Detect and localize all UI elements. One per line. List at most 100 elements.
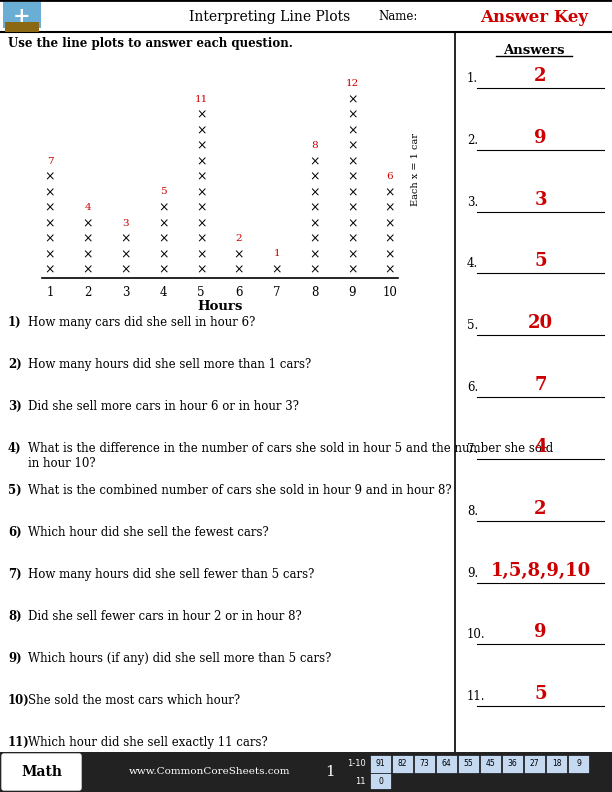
Text: 5: 5 bbox=[160, 188, 166, 196]
Text: ×: × bbox=[45, 248, 55, 261]
Text: ×: × bbox=[83, 217, 93, 230]
Text: 2: 2 bbox=[84, 286, 91, 299]
Text: 11: 11 bbox=[195, 94, 207, 104]
Text: ×: × bbox=[309, 233, 319, 246]
Text: ×: × bbox=[196, 233, 206, 246]
Text: ×: × bbox=[309, 248, 319, 261]
Text: 9: 9 bbox=[348, 286, 356, 299]
Text: 8: 8 bbox=[311, 141, 318, 150]
Text: ×: × bbox=[196, 248, 206, 261]
Text: How many cars did she sell in hour 6?: How many cars did she sell in hour 6? bbox=[28, 316, 255, 329]
Text: 2): 2) bbox=[8, 358, 22, 371]
Bar bbox=[370, 773, 391, 789]
Text: 10: 10 bbox=[382, 286, 397, 299]
Text: ×: × bbox=[196, 171, 206, 184]
Text: ×: × bbox=[385, 217, 395, 230]
Text: 64: 64 bbox=[442, 760, 452, 768]
Text: 0: 0 bbox=[378, 776, 383, 786]
Text: ×: × bbox=[309, 155, 319, 168]
Text: 3: 3 bbox=[122, 219, 129, 227]
Text: 8): 8) bbox=[8, 610, 21, 623]
Text: What is the difference in the number of cars she sold in hour 5 and the number s: What is the difference in the number of … bbox=[28, 442, 553, 470]
Text: ×: × bbox=[45, 233, 55, 246]
Text: Interpreting Line Plots: Interpreting Line Plots bbox=[189, 10, 351, 24]
Text: 6.: 6. bbox=[467, 381, 478, 394]
Text: Did she sell more cars in hour 6 or in hour 3?: Did she sell more cars in hour 6 or in h… bbox=[28, 400, 299, 413]
Bar bbox=[524, 755, 545, 773]
Bar bbox=[568, 755, 589, 773]
Text: ×: × bbox=[385, 248, 395, 261]
Text: ×: × bbox=[121, 233, 131, 246]
Text: 4: 4 bbox=[534, 438, 547, 456]
Text: 1): 1) bbox=[8, 316, 21, 329]
Text: 45: 45 bbox=[486, 760, 495, 768]
Text: ×: × bbox=[347, 124, 357, 137]
Text: 1: 1 bbox=[274, 249, 280, 258]
Bar bbox=[5, 22, 39, 32]
Text: 1.: 1. bbox=[467, 72, 478, 85]
Text: 7: 7 bbox=[273, 286, 280, 299]
Text: 5): 5) bbox=[8, 484, 21, 497]
Text: 1: 1 bbox=[47, 286, 54, 299]
FancyBboxPatch shape bbox=[2, 754, 81, 790]
Text: 2.: 2. bbox=[467, 134, 478, 147]
Text: 73: 73 bbox=[420, 760, 430, 768]
Text: 1: 1 bbox=[325, 765, 335, 779]
Text: 82: 82 bbox=[398, 760, 407, 768]
Text: ×: × bbox=[347, 202, 357, 215]
Text: Each x = 1 car: Each x = 1 car bbox=[411, 134, 419, 207]
Text: ×: × bbox=[45, 171, 55, 184]
Text: ×: × bbox=[347, 171, 357, 184]
Text: ×: × bbox=[234, 264, 244, 276]
Text: ×: × bbox=[121, 248, 131, 261]
Text: ×: × bbox=[196, 139, 206, 153]
Bar bbox=[392, 755, 413, 773]
Bar bbox=[0, 752, 612, 792]
Text: ×: × bbox=[45, 186, 55, 200]
Text: ×: × bbox=[347, 217, 357, 230]
Text: 9: 9 bbox=[534, 623, 547, 642]
Text: 11): 11) bbox=[8, 736, 30, 749]
Text: ×: × bbox=[309, 217, 319, 230]
Text: 3.: 3. bbox=[467, 196, 478, 208]
Text: ×: × bbox=[83, 264, 93, 276]
Text: Answers: Answers bbox=[502, 44, 564, 57]
Text: 3: 3 bbox=[122, 286, 129, 299]
Text: 2: 2 bbox=[236, 234, 242, 243]
Text: Hours: Hours bbox=[197, 300, 243, 313]
Text: ×: × bbox=[309, 264, 319, 276]
Text: ×: × bbox=[347, 233, 357, 246]
Text: www.CommonCoreSheets.com: www.CommonCoreSheets.com bbox=[129, 767, 291, 776]
Text: ×: × bbox=[158, 217, 168, 230]
Text: ×: × bbox=[83, 248, 93, 261]
Bar bbox=[436, 755, 457, 773]
Text: 3): 3) bbox=[8, 400, 22, 413]
Text: 11.: 11. bbox=[467, 690, 485, 703]
Text: 1-10: 1-10 bbox=[347, 760, 366, 768]
Text: ×: × bbox=[234, 248, 244, 261]
Text: 9: 9 bbox=[534, 129, 547, 147]
Text: ×: × bbox=[45, 202, 55, 215]
Text: ×: × bbox=[121, 264, 131, 276]
Text: 7): 7) bbox=[8, 568, 21, 581]
Text: 4: 4 bbox=[84, 203, 91, 212]
Text: How many hours did she sell more than 1 cars?: How many hours did she sell more than 1 … bbox=[28, 358, 312, 371]
Text: 6): 6) bbox=[8, 526, 21, 539]
Text: 12: 12 bbox=[346, 79, 359, 88]
Text: Which hours (if any) did she sell more than 5 cars?: Which hours (if any) did she sell more t… bbox=[28, 652, 331, 665]
Text: 4): 4) bbox=[8, 442, 21, 455]
Bar bbox=[546, 755, 567, 773]
Text: 4.: 4. bbox=[467, 257, 478, 270]
Text: 18: 18 bbox=[552, 760, 561, 768]
Text: ×: × bbox=[385, 202, 395, 215]
Text: How many hours did she sell fewer than 5 cars?: How many hours did she sell fewer than 5… bbox=[28, 568, 315, 581]
Text: 20: 20 bbox=[528, 314, 553, 333]
Text: 27: 27 bbox=[530, 760, 539, 768]
Text: 8: 8 bbox=[311, 286, 318, 299]
Text: ×: × bbox=[309, 202, 319, 215]
Text: 5: 5 bbox=[534, 685, 547, 703]
Text: 2: 2 bbox=[534, 67, 547, 85]
Text: 7: 7 bbox=[47, 157, 53, 166]
Text: 91: 91 bbox=[376, 760, 386, 768]
Text: 5.: 5. bbox=[467, 319, 478, 333]
